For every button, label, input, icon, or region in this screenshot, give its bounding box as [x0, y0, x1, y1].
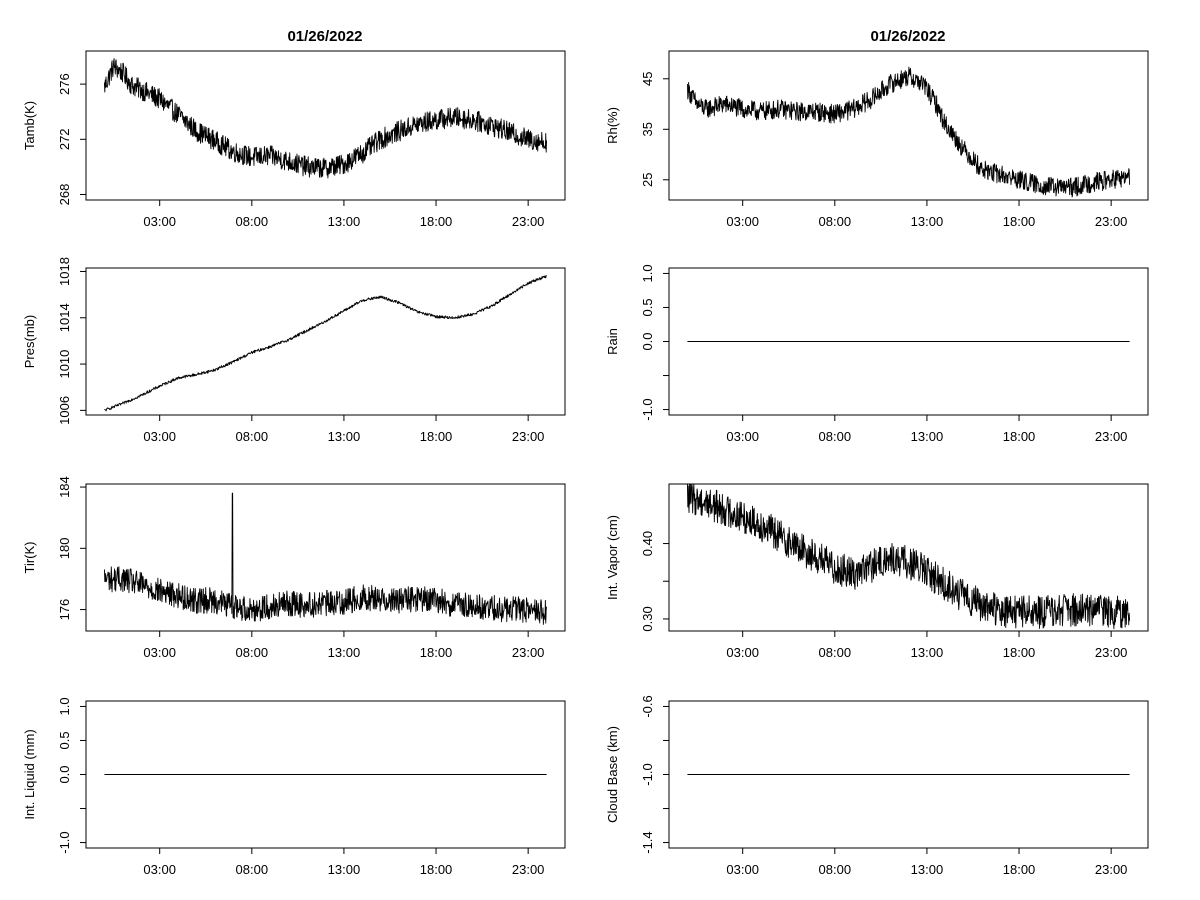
x-tick-label-rain: 13:00 [911, 429, 944, 444]
x-tick-label-liquid: 13:00 [328, 862, 361, 877]
x-tick-label-rh: 18:00 [1003, 214, 1036, 229]
x-tick-label-vapor: 23:00 [1095, 645, 1128, 660]
x-tick-label-tamb: 23:00 [512, 214, 545, 229]
series-line-tamb [103, 58, 548, 179]
y-tick-label-tamb: 276 [57, 73, 72, 95]
y-axis-label-cloud: Cloud Base (km) [605, 726, 620, 823]
plot-frame-rh [668, 50, 1149, 201]
y-tick-label-vapor: 0.30 [640, 606, 655, 631]
y-tick-label-rh: 25 [640, 173, 655, 187]
x-tick-label-rh: 23:00 [1095, 214, 1128, 229]
left-column-title: 01/26/2022 [287, 28, 362, 45]
y-axis-label-tamb: Tamb(K) [22, 101, 37, 150]
plot-frame-tir [85, 483, 566, 632]
y-tick-label-rain: 1.0 [640, 264, 655, 282]
y-tick-label-tamb: 272 [57, 128, 72, 150]
x-tick-label-tir: 23:00 [512, 645, 545, 660]
x-tick-label-cloud: 18:00 [1003, 862, 1036, 877]
y-tick-label-pres: 1018 [57, 257, 72, 286]
x-tick-label-tamb: 13:00 [328, 214, 361, 229]
x-tick-label-liquid: 18:00 [420, 862, 453, 877]
x-tick-label-vapor: 18:00 [1003, 645, 1036, 660]
y-tick-label-pres: 1014 [57, 303, 72, 332]
series-line-vapor [686, 483, 1131, 630]
x-tick-label-rain: 18:00 [1003, 429, 1036, 444]
panel-tir: 03:00 08:00 13:00 18:00 23:00 176 180 184 Tir(K) [22, 476, 566, 660]
y-tick-label-tir: 176 [57, 599, 72, 621]
x-tick-label-tamb: 08:00 [236, 214, 269, 229]
x-tick-label-cloud: 13:00 [911, 862, 944, 877]
panel-pres: 03:00 08:00 13:00 18:00 23:00 1006 1010 1014 101… [22, 257, 566, 444]
x-tick-label-pres: 13:00 [328, 429, 361, 444]
y-tick-label-cloud: -1.4 [640, 831, 655, 853]
y-axis-label-rh: Rh(%) [605, 107, 620, 144]
y-axis-label-liquid: Int. Liquid (mm) [22, 729, 37, 819]
y-tick-label-cloud: -1.0 [640, 763, 655, 785]
x-tick-label-cloud: 03:00 [726, 862, 759, 877]
x-tick-label-pres: 03:00 [143, 429, 176, 444]
x-tick-label-liquid: 03:00 [143, 862, 176, 877]
x-tick-label-vapor: 08:00 [819, 645, 852, 660]
x-tick-label-pres: 23:00 [512, 429, 545, 444]
y-tick-label-tir: 180 [57, 537, 72, 559]
x-tick-label-rain: 03:00 [726, 429, 759, 444]
x-tick-label-tamb: 18:00 [420, 214, 453, 229]
x-tick-label-rain: 23:00 [1095, 429, 1128, 444]
x-tick-label-vapor: 03:00 [726, 645, 759, 660]
y-tick-label-rain: 0.5 [640, 298, 655, 316]
x-tick-label-rain: 08:00 [819, 429, 852, 444]
y-tick-label-cloud: -0.6 [640, 695, 655, 717]
x-tick-label-rh: 03:00 [726, 214, 759, 229]
x-tick-label-rh: 13:00 [911, 214, 944, 229]
panel-rh: 03:00 08:00 13:00 18:00 23:00 25 35 45 Rh(%) [605, 50, 1149, 229]
series-line-tir [103, 492, 548, 625]
series-line-pres [104, 274, 547, 412]
panels-group: 03:00 08:00 13:00 18:00 23:00 268 272 276 Tamb(K… [22, 50, 1149, 877]
y-tick-label-rain: 0.0 [640, 332, 655, 350]
y-tick-label-tamb: 268 [57, 184, 72, 206]
y-axis-label-vapor: Int. Vapor (cm) [605, 515, 620, 600]
x-tick-label-vapor: 13:00 [911, 645, 944, 660]
x-tick-label-tir: 08:00 [236, 645, 269, 660]
plot-frame-vapor [668, 483, 1149, 632]
panel-vapor: 03:00 08:00 13:00 18:00 23:00 0.30 0.40 Int. Va… [605, 483, 1149, 660]
x-tick-label-liquid: 08:00 [236, 862, 269, 877]
panel-liquid: 03:00 08:00 13:00 18:00 23:00 -1.0 0.0 0.5 1.0 In… [22, 697, 566, 877]
x-tick-label-cloud: 23:00 [1095, 862, 1128, 877]
y-tick-label-pres: 1006 [57, 396, 72, 425]
y-tick-label-liquid: 0.5 [57, 731, 72, 749]
right-column-title: 01/26/2022 [870, 28, 945, 45]
x-tick-label-tamb: 03:00 [143, 214, 176, 229]
y-tick-label-rh: 35 [640, 122, 655, 136]
x-tick-label-liquid: 23:00 [512, 862, 545, 877]
panel-rain: 03:00 08:00 13:00 18:00 23:00 -1.0 0.0 0.5 1.0 Ra… [605, 264, 1149, 444]
y-tick-label-liquid: 1.0 [57, 697, 72, 715]
x-tick-label-cloud: 08:00 [819, 862, 852, 877]
y-tick-label-liquid: 0.0 [57, 765, 72, 783]
y-tick-label-vapor: 0.40 [640, 531, 655, 556]
series-line-rh [686, 66, 1131, 198]
y-tick-label-liquid: -1.0 [57, 831, 72, 853]
y-tick-label-tir: 184 [57, 476, 72, 498]
y-tick-label-rh: 45 [640, 72, 655, 86]
x-tick-label-pres: 08:00 [236, 429, 269, 444]
x-tick-label-tir: 13:00 [328, 645, 361, 660]
y-axis-label-rain: Rain [605, 328, 620, 355]
y-axis-label-pres: Pres(mb) [22, 315, 37, 368]
y-axis-label-tir: Tir(K) [22, 541, 37, 573]
x-tick-label-rh: 08:00 [819, 214, 852, 229]
y-tick-label-rain: -1.0 [640, 398, 655, 420]
x-tick-label-pres: 18:00 [420, 429, 453, 444]
x-tick-label-tir: 18:00 [420, 645, 453, 660]
panel-cloud: 03:00 08:00 13:00 18:00 23:00 -1.4 -1.0 -0.6 Clo… [605, 695, 1149, 877]
plot-frame-pres [85, 267, 566, 416]
panel-tamb: 03:00 08:00 13:00 18:00 23:00 268 272 276 Tamb(K… [22, 50, 566, 229]
y-tick-label-pres: 1010 [57, 350, 72, 379]
x-tick-label-tir: 03:00 [143, 645, 176, 660]
plot-frame-tamb [85, 50, 566, 201]
